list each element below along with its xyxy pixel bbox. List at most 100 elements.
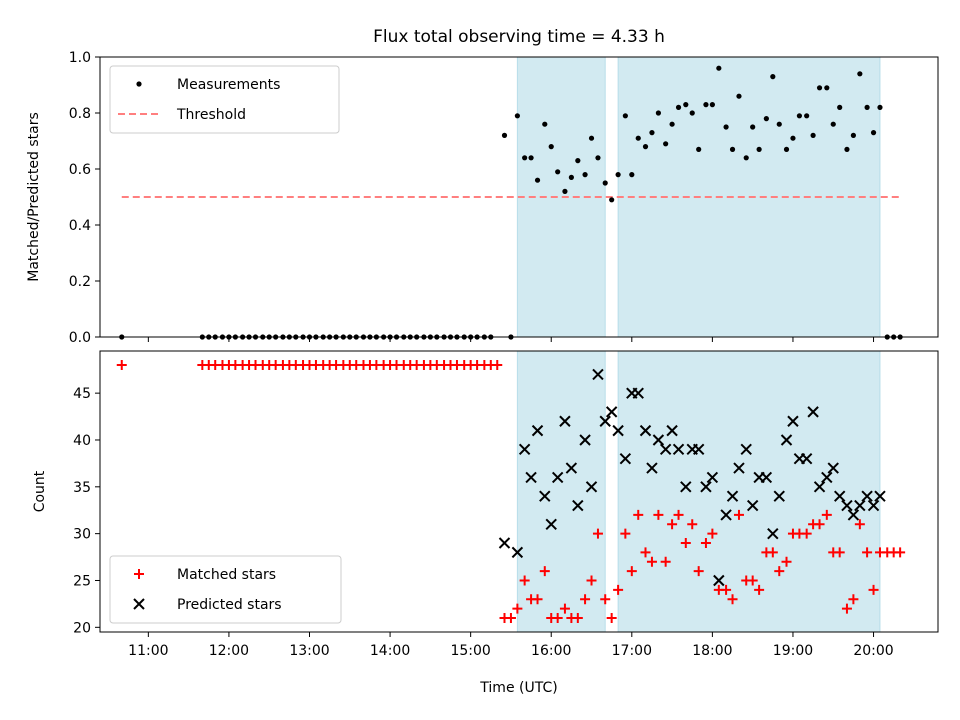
data-point-x [780, 434, 793, 446]
data-point-x [720, 509, 732, 521]
data-point-x [827, 462, 839, 474]
data-point-dot [629, 172, 635, 178]
data-point-dot [522, 155, 528, 161]
y-tick-label: 25 [73, 573, 91, 589]
data-point-plus [606, 612, 617, 623]
data-point-dot [562, 188, 568, 194]
data-point-plus [613, 584, 624, 595]
y-tick-label: 0.2 [69, 274, 91, 290]
y-tick-label: 30 [73, 527, 91, 543]
data-point-dot [844, 146, 850, 152]
data-point-x [592, 368, 604, 381]
x-tick-label: 13:00 [289, 643, 329, 659]
x-tick-label: 15:00 [450, 643, 490, 659]
data-point-x [659, 443, 672, 456]
data-point-dot [763, 116, 769, 122]
data-point-plus [862, 547, 873, 558]
data-point-dot [816, 85, 823, 91]
data-point-dot [790, 135, 796, 141]
data-point-x [539, 490, 551, 502]
axes-frame [99, 350, 939, 633]
data-point-plus [572, 612, 583, 623]
data-point-dot [824, 85, 830, 91]
data-point-plus [747, 575, 758, 586]
data-point-plus [116, 360, 127, 371]
data-point-dot [528, 155, 534, 161]
data-point-plus [532, 594, 543, 605]
y-tick-label: 1.0 [69, 50, 91, 66]
data-point-dot [830, 121, 836, 127]
data-point-x [833, 490, 846, 502]
data-point-x [733, 462, 745, 474]
data-point-x [867, 499, 880, 512]
data-point-x [813, 481, 826, 493]
data-point-plus [600, 594, 611, 605]
data-point-dot [568, 174, 574, 180]
shaded-span [617, 350, 881, 633]
data-point-dot [743, 155, 749, 161]
data-point-x [579, 434, 591, 446]
data-point-plus [707, 528, 718, 539]
data-point-plus [721, 584, 732, 595]
data-point-dot [770, 74, 776, 80]
data-point-x [612, 424, 624, 437]
data-point-x [700, 481, 712, 493]
data-point-dot [703, 102, 709, 108]
data-point-x [511, 546, 524, 559]
legend-box [109, 555, 342, 624]
data-point-dot [864, 104, 870, 110]
data-point-dot [736, 93, 742, 99]
data-point-plus [781, 556, 792, 567]
data-point-dot [723, 124, 729, 130]
data-point-x [787, 415, 799, 427]
y-axis-label: Count [32, 470, 48, 512]
data-point-dot [756, 146, 762, 152]
data-point-dot [716, 65, 722, 71]
data-point-x [518, 443, 531, 456]
data-point-x [713, 574, 725, 587]
data-point-plus [848, 594, 859, 605]
data-point-plus [754, 584, 765, 595]
data-point-dot [655, 110, 661, 116]
data-point-x [680, 481, 692, 493]
y-tick-label: 45 [73, 386, 91, 402]
data-point-dot [689, 110, 695, 116]
y-tick-label: 20 [73, 620, 91, 636]
legend-marker-x [133, 598, 145, 610]
data-point-plus [646, 556, 657, 567]
data-point-dot [663, 141, 669, 147]
data-point-dot [810, 132, 816, 138]
data-point-x [800, 453, 813, 465]
data-point-dot [783, 146, 790, 152]
data-point-x [740, 443, 752, 456]
data-point-x [706, 471, 719, 484]
legend-label: Threshold [176, 107, 246, 123]
y-tick-label: 0.0 [69, 330, 91, 346]
data-point-plus [653, 509, 664, 520]
x-tick-label: 19:00 [773, 643, 813, 659]
legend-label: Matched stars [177, 567, 276, 583]
y-tick-label: 40 [73, 433, 91, 449]
data-point-dot [709, 102, 715, 108]
data-point-plus [693, 566, 704, 577]
data-point-plus [640, 547, 651, 558]
data-point-dot [602, 180, 608, 186]
x-tick-label: 11:00 [128, 643, 168, 659]
data-point-x [692, 443, 705, 456]
data-point-x [726, 490, 739, 502]
data-point-dot [750, 124, 756, 130]
data-point-dot [857, 71, 863, 77]
data-point-dot [575, 158, 581, 164]
data-point-x [605, 406, 618, 418]
data-point-dot [675, 104, 682, 110]
data-point-dot [804, 113, 810, 119]
legend-marker-dot [136, 81, 142, 87]
axes-frame [99, 56, 939, 338]
data-point-plus [519, 575, 530, 586]
data-point-dot [501, 132, 508, 138]
data-point-x [639, 424, 652, 437]
data-point-dot [877, 104, 883, 110]
data-point-x [666, 424, 678, 437]
y-tick-label: 0.4 [69, 218, 91, 234]
